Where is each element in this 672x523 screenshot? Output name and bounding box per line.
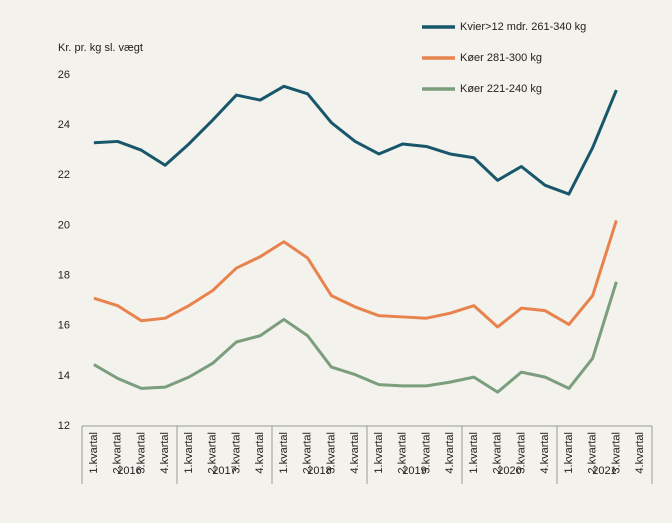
- x-tick-label: 2.kvartal: [397, 432, 409, 474]
- x-tick-label: 2.kvartal: [112, 432, 124, 474]
- x-tick-label: 3.kvartal: [420, 432, 432, 474]
- y-axis-label: Kr. pr. kg sl. vægt: [58, 42, 143, 54]
- year-label: 2017: [212, 465, 236, 477]
- x-tick-label: 2.kvartal: [492, 432, 504, 474]
- year-label: 2020: [497, 465, 521, 477]
- x-tick-label: 1.kvartal: [183, 432, 195, 474]
- y-tick-label: 24: [58, 119, 70, 131]
- x-tick-label: 4.kvartal: [539, 432, 551, 474]
- x-tick-label: 4.kvartal: [349, 432, 361, 474]
- y-tick-label: 22: [58, 169, 70, 181]
- y-tick-label: 16: [58, 320, 70, 332]
- y-tick-label: 14: [58, 370, 70, 382]
- series-line: [93, 219, 618, 329]
- y-tick-label: 12: [58, 420, 70, 432]
- y-tick-label: 26: [58, 69, 70, 81]
- x-tick-label: 1.kvartal: [563, 432, 575, 474]
- x-tick-label: 3.kvartal: [610, 432, 622, 474]
- legend-label: Kvier>12 mdr. 261-340 kg: [460, 21, 586, 33]
- y-tick-label: 20: [58, 219, 70, 231]
- x-tick-label: 3.kvartal: [325, 432, 337, 474]
- x-tick-label: 3.kvartal: [135, 432, 147, 474]
- x-tick-label: 3.kvartal: [515, 432, 527, 474]
- x-tick-label: 4.kvartal: [254, 432, 266, 474]
- legend-label: Køer 221-240 kg: [460, 83, 542, 95]
- y-tick-label: 18: [58, 269, 70, 281]
- x-tick-label: 1.kvartal: [88, 432, 100, 474]
- year-label: 2021: [592, 465, 616, 477]
- legend-label: Køer 281-300 kg: [460, 52, 542, 64]
- x-tick-label: 4.kvartal: [634, 432, 646, 474]
- x-tick-label: 1.kvartal: [373, 432, 385, 474]
- x-tick-label: 4.kvartal: [159, 432, 171, 474]
- x-tick-label: 1.kvartal: [278, 432, 290, 474]
- x-tick-label: 3.kvartal: [230, 432, 242, 474]
- year-label: 2018: [307, 465, 331, 477]
- series-line: [93, 84, 618, 196]
- x-tick-label: 2.kvartal: [302, 432, 314, 474]
- x-tick-label: 1.kvartal: [468, 432, 480, 474]
- x-tick-label: 4.kvartal: [444, 432, 456, 474]
- year-label: 2019: [402, 465, 426, 477]
- series-line: [93, 281, 618, 394]
- x-tick-label: 2.kvartal: [207, 432, 219, 474]
- year-label: 2016: [117, 465, 141, 477]
- x-tick-label: 2.kvartal: [587, 432, 599, 474]
